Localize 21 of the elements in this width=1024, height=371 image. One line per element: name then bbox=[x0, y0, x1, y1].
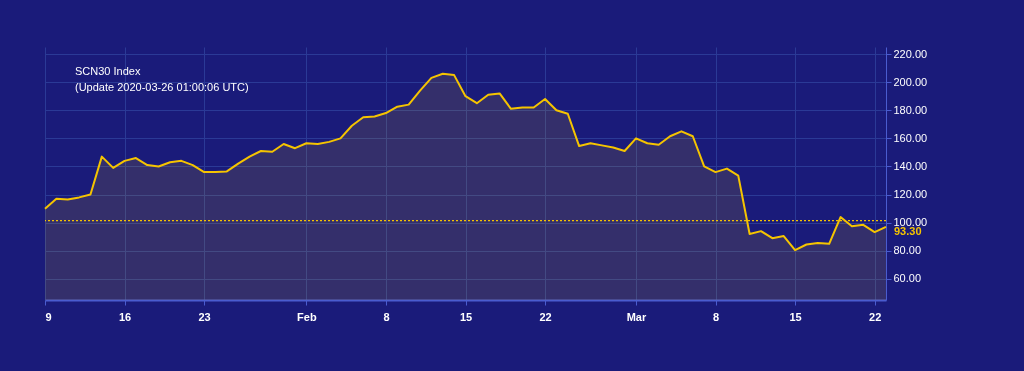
text: (Update 2020-03-26 01:00:06 UTC) bbox=[75, 81, 249, 93]
y-tick-label: 80.00 bbox=[893, 244, 922, 257]
x-tick-label: 22 bbox=[869, 310, 882, 323]
x-tick-label: Mar bbox=[626, 310, 647, 323]
y-tick-label: 200.00 bbox=[893, 75, 928, 88]
y-tick-label: 60.00 bbox=[893, 272, 922, 285]
y-tick-label: 180.00 bbox=[893, 103, 928, 116]
x-tick-label: 8 bbox=[712, 310, 720, 323]
y-tick-label: 120.00 bbox=[893, 188, 928, 201]
text: SCN30 Index bbox=[75, 65, 141, 77]
x-tick-label: 15 bbox=[789, 310, 802, 323]
y-tick-label: 160.00 bbox=[893, 131, 928, 144]
y-tick-label: 220.00 bbox=[893, 47, 928, 60]
x-tick-label: Feb bbox=[297, 310, 317, 323]
x-tick-label: 23 bbox=[198, 310, 211, 323]
y-tick-label: 140.00 bbox=[893, 159, 928, 172]
x-tick-label: 9 bbox=[45, 310, 52, 323]
x-tick-label: 15 bbox=[459, 310, 473, 323]
x-tick-label: 8 bbox=[383, 310, 390, 323]
x-tick-label: 16 bbox=[118, 310, 132, 323]
x-tick-label: 22 bbox=[539, 310, 552, 323]
